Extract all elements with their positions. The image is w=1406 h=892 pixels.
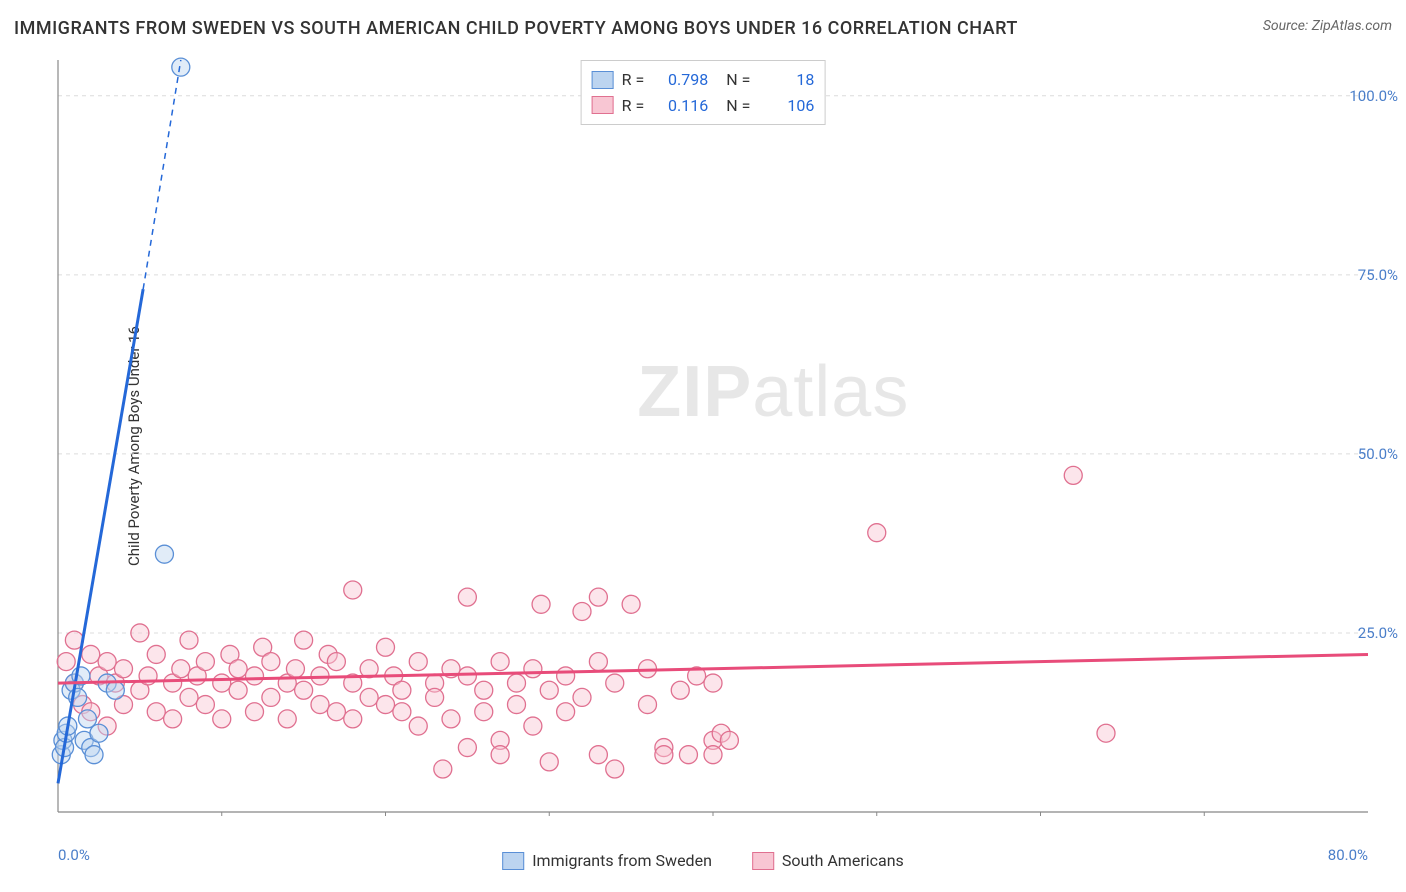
legend-series-label: Immigrants from Sweden: [532, 851, 712, 870]
legend-r-label: R =: [622, 67, 645, 93]
source-label: Source:: [1263, 18, 1308, 34]
y-tick-label: 25.0%: [1358, 624, 1398, 642]
source-attribution: Source: ZipAtlas.com: [1263, 18, 1392, 34]
legend-series-label: South Americans: [782, 851, 904, 870]
legend-n-value: 106: [758, 93, 814, 119]
legend-r-value: 0.116: [652, 93, 708, 119]
legend-series-item: Immigrants from Sweden: [502, 851, 712, 870]
y-tick-label: 50.0%: [1358, 445, 1398, 463]
legend-series-item: South Americans: [752, 851, 904, 870]
legend-r-label: R =: [622, 93, 645, 119]
legend-correlation-row: R = 0.798 N = 18: [592, 67, 815, 93]
x-tick-label: 80.0%: [1328, 846, 1368, 864]
x-tick-label: 0.0%: [58, 846, 90, 864]
legend-n-label: N =: [726, 67, 750, 93]
legend-swatch: [502, 852, 524, 870]
legend-swatch: [752, 852, 774, 870]
scatter-chart: [48, 56, 1378, 816]
legend-correlation: R = 0.798 N = 18 R = 0.116 N = 106: [581, 60, 826, 125]
legend-series: Immigrants from Sweden South Americans: [502, 851, 904, 870]
legend-correlation-row: R = 0.116 N = 106: [592, 93, 815, 119]
header: IMMIGRANTS FROM SWEDEN VS SOUTH AMERICAN…: [14, 18, 1392, 39]
legend-n-label: N =: [726, 93, 750, 119]
legend-swatch: [592, 96, 614, 114]
y-tick-label: 75.0%: [1358, 266, 1398, 284]
chart-title: IMMIGRANTS FROM SWEDEN VS SOUTH AMERICAN…: [14, 18, 1018, 39]
plot-area: [48, 56, 1378, 816]
legend-n-value: 18: [758, 67, 814, 93]
legend-swatch: [592, 71, 614, 89]
y-tick-label: 100.0%: [1349, 87, 1398, 105]
legend-r-value: 0.798: [652, 67, 708, 93]
source-value: ZipAtlas.com: [1312, 18, 1392, 34]
